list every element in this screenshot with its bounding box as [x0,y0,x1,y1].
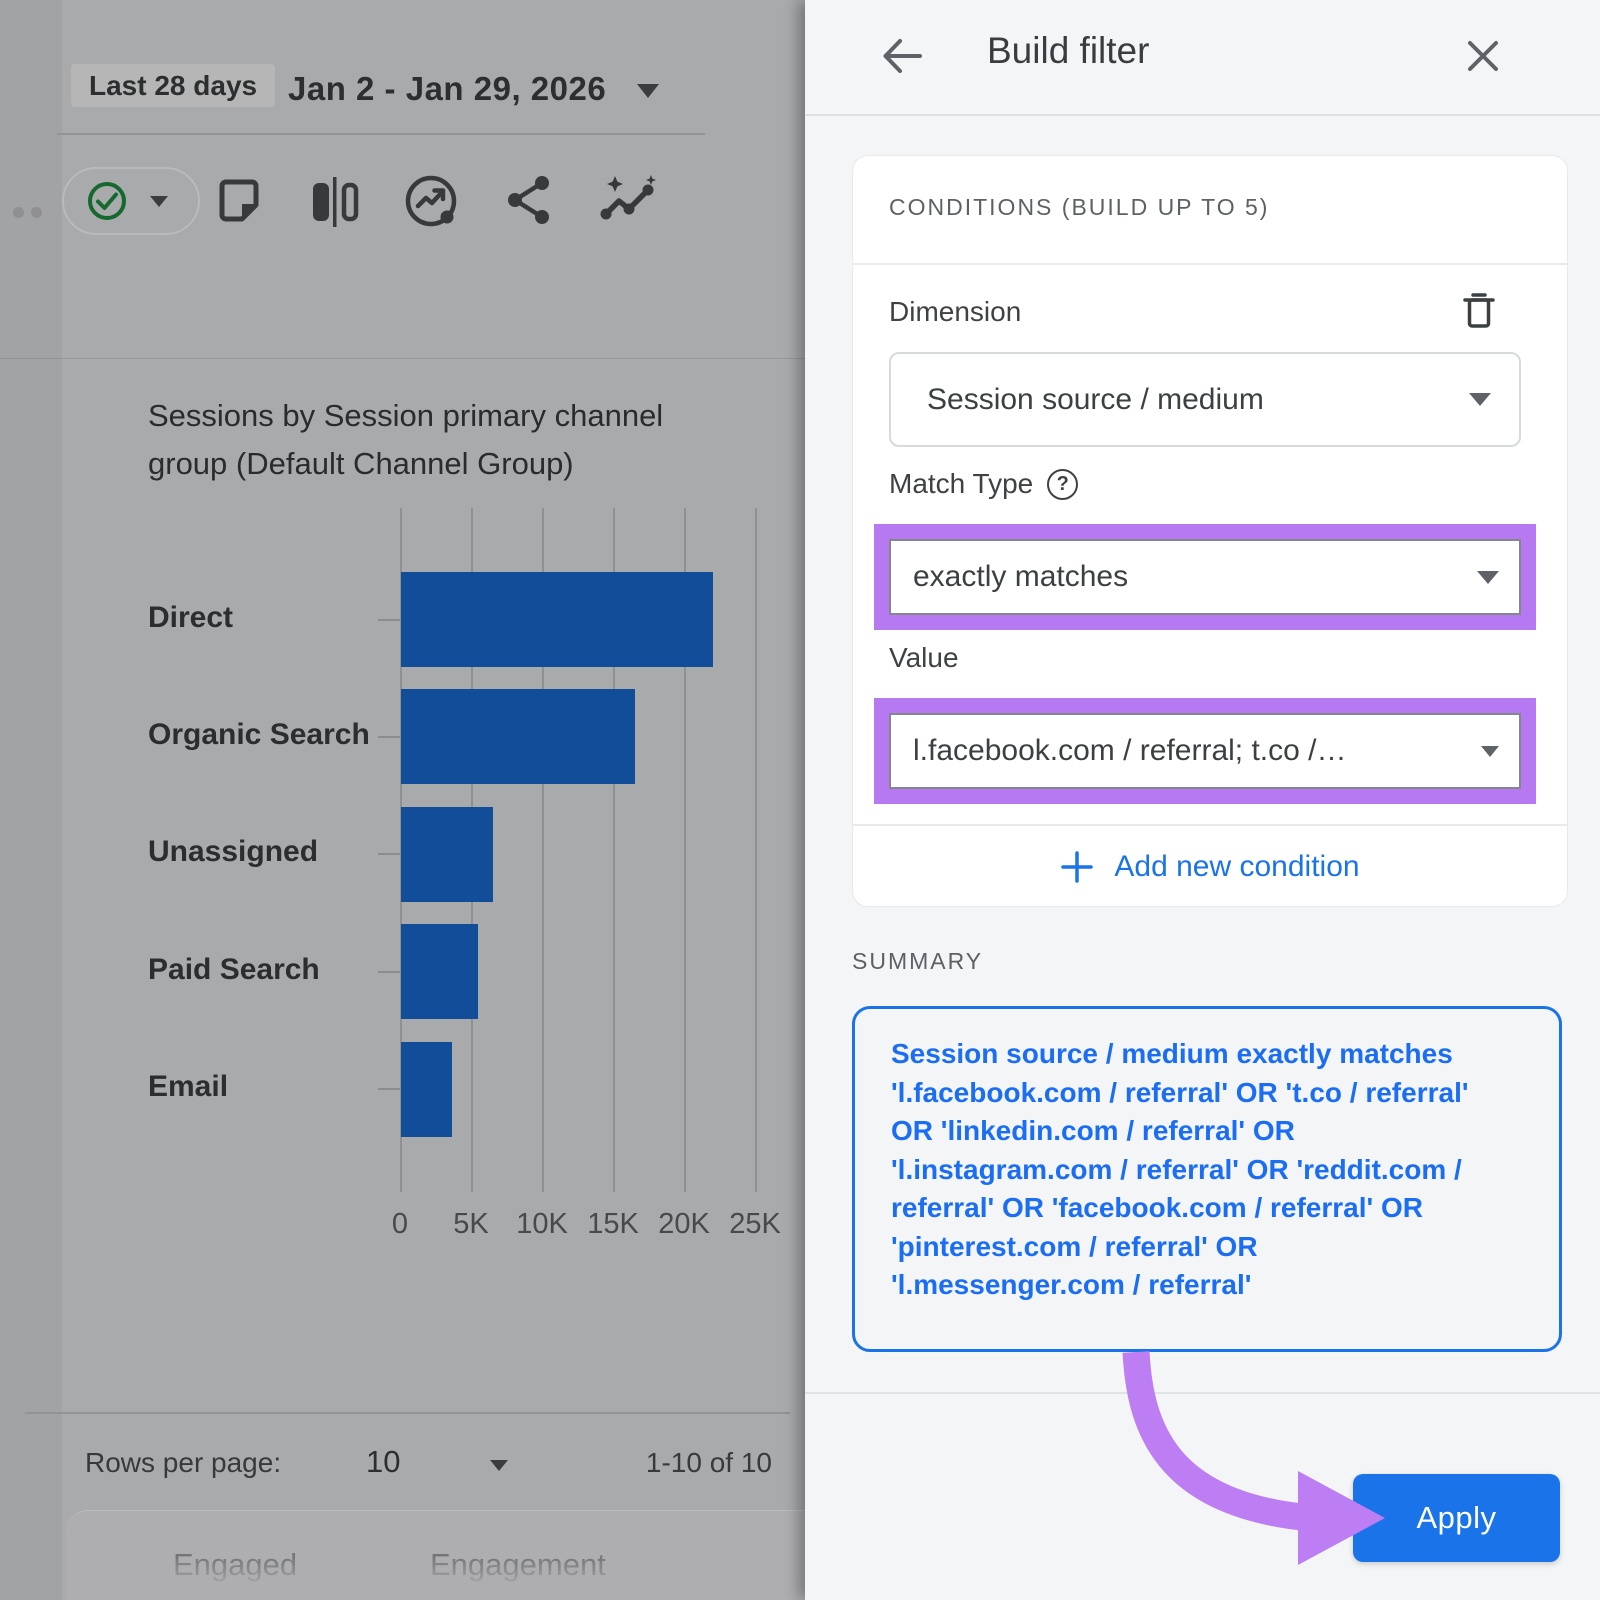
chart-title: Sessions by Session primary channel grou… [148,398,664,481]
dimension-select[interactable]: Session source / medium [889,352,1521,447]
x-axis-tick-label: 5K [453,1208,489,1240]
approved-status-button[interactable] [62,167,200,235]
build-filter-panel: Build filter CONDITIONS (BUILD UP TO 5) … [805,0,1600,1600]
bar-paid-search [401,924,478,1020]
gridline [542,508,544,1192]
match-type-highlight-annotation: exactly matches [874,524,1536,630]
panel-header-divider [805,114,1600,116]
match-type-select[interactable]: exactly matches [889,539,1521,615]
help-icon[interactable]: ? [1047,468,1079,500]
footer-divider [805,1392,1600,1394]
plus-icon [1061,851,1094,883]
x-axis-tick-label: 15K [587,1208,639,1240]
bar-email [401,1041,452,1137]
match-type-select-value: exactly matches [913,560,1129,593]
date-range-caret-icon[interactable] [637,84,659,98]
value-caret-icon [1481,745,1499,757]
x-axis-tick-label: 10K [516,1208,568,1240]
pagination-divider [25,1412,790,1414]
summary-label: SUMMARY [852,948,984,974]
x-axis-tick-label: 25K [729,1208,781,1240]
insights-icon[interactable] [598,174,658,228]
trash-icon [1463,293,1495,328]
dimmed-report-area: Last 28 days Jan 2 - Jan 29, 2026 [0,0,805,1600]
dimension-label: Dimension [889,296,1022,327]
category-tick [378,735,400,738]
match-type-label: Match Type ? [889,468,1079,500]
category-tick [378,1088,400,1091]
trend-circle-icon[interactable] [402,172,460,230]
rows-per-page-select[interactable]: 10 [366,1444,401,1479]
apply-button[interactable]: Apply [1353,1474,1560,1562]
summary-box: Session source / medium exactly matches … [852,1006,1562,1352]
check-circle-icon [88,182,126,220]
x-axis-tick-label: 0 [391,1208,409,1240]
card-divider-bottom [853,824,1567,826]
category-label-email: Email [148,1070,229,1104]
category-tick [378,853,400,856]
conditions-card: CONDITIONS (BUILD UP TO 5) Dimension Ses… [852,155,1568,907]
gridline [613,508,615,1192]
summary-text: Session source / medium exactly matches … [891,1038,1469,1300]
category-label-paid-search: Paid Search [148,952,320,986]
delete-condition-button[interactable] [1453,284,1505,336]
gridline [755,508,757,1192]
date-preset-chip[interactable]: Last 28 days [71,64,276,107]
category-label-organic-search: Organic Search [148,717,370,751]
bar-organic-search [401,689,635,785]
dimension-caret-icon [1469,393,1491,406]
x-axis-tick-label: 20K [658,1208,710,1240]
card-divider-top [853,263,1567,265]
table-header-engaged: Engaged [173,1547,298,1582]
chart-plot: 0 5K 10K 15K 20K 25K Direct Organic Search Unass… [148,508,792,1240]
category-label-direct: Direct [148,600,234,634]
value-select-value: l.facebook.com / referral; t.co /… [913,734,1347,767]
back-arrow-icon [883,39,922,73]
bar-direct [401,572,713,667]
category-tick [378,970,400,973]
match-type-caret-icon [1477,570,1499,584]
add-new-condition-label: Add new condition [1114,850,1360,883]
status-caret-icon [150,195,168,207]
ab-compare-icon[interactable] [306,176,362,228]
pagination-status: 1-10 of 10 [645,1447,772,1478]
value-select[interactable]: l.facebook.com / referral; t.co /… [889,713,1521,789]
date-preset-label: Last 28 days [89,69,258,101]
gridline [684,508,686,1192]
header-divider [57,133,705,135]
rows-per-page-label: Rows per page: [85,1447,282,1478]
table-card-partial: Engaged Engagement [66,1510,805,1600]
close-icon [1468,41,1498,71]
date-range-text[interactable]: Jan 2 - Jan 29, 2026 [288,70,607,107]
value-label: Value [889,642,959,673]
dimension-select-value: Session source / medium [927,382,1264,416]
apply-button-label: Apply [1416,1500,1497,1535]
left-gutter [0,0,62,1600]
match-type-label-text: Match Type [889,468,1034,499]
share-icon[interactable] [505,174,553,226]
table-header-engagement: Engagement [430,1547,606,1582]
drag-handle-dots [13,207,42,218]
bar-unassigned [401,806,493,902]
category-label-unassigned: Unassigned [148,835,319,869]
category-tick [378,618,400,621]
rows-per-page-caret-icon[interactable] [490,1460,508,1471]
conditions-header: CONDITIONS (BUILD UP TO 5) [889,194,1270,220]
note-icon[interactable] [215,176,263,226]
close-button[interactable] [1457,30,1509,82]
add-new-condition-button[interactable]: Add new condition [853,826,1567,908]
panel-title: Build filter [987,30,1150,71]
back-button[interactable] [875,30,927,82]
sticky-header-edge [0,358,805,359]
value-highlight-annotation: l.facebook.com / referral; t.co /… [874,698,1536,804]
